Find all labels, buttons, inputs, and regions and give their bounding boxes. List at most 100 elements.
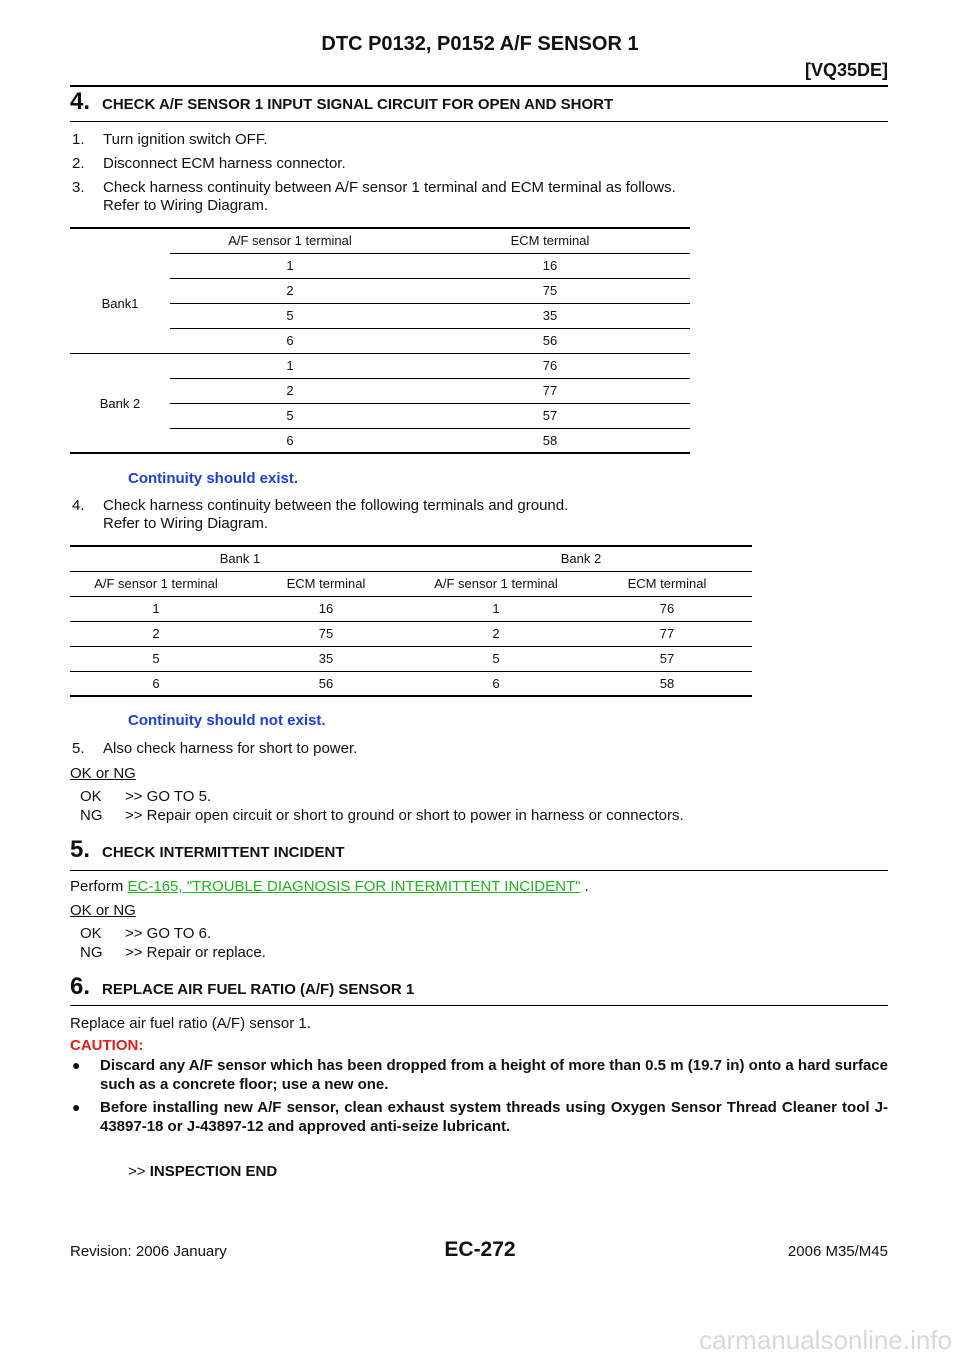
table-cell: Bank 2 <box>99 395 141 411</box>
table-cell: 35 <box>318 651 334 666</box>
footer-revision: Revision: 2006 January <box>70 1243 227 1260</box>
bullet-dot: ● <box>72 1057 81 1073</box>
table-cell: ECM terminal <box>510 233 590 248</box>
table-cell: 1 <box>492 601 500 616</box>
result-note: Continuity should exist. <box>128 470 299 487</box>
end-marker: >> INSPECTION END <box>128 1163 277 1180</box>
table-cell: A/F sensor 1 terminal <box>434 576 558 591</box>
outcome-code: NG <box>80 807 103 824</box>
table-cell: 35 <box>542 308 558 323</box>
table-cell: 6 <box>286 433 294 448</box>
step-number: 4. <box>70 88 91 115</box>
item-text: Also check harness for short to power. <box>103 740 358 757</box>
table-rule <box>170 303 690 304</box>
table-cell: 57 <box>542 408 558 423</box>
table-cell: 56 <box>542 333 558 348</box>
instruction: Replace air fuel ratio (A/F) sensor 1. <box>70 1015 311 1032</box>
table-cell: 1 <box>152 601 160 616</box>
outcome-action: >> GO TO 6. <box>125 925 212 942</box>
table-rule <box>70 671 752 672</box>
item-number: 1. <box>72 131 85 148</box>
step-rule <box>70 1005 888 1006</box>
table-cell: 77 <box>542 383 558 398</box>
item-number: 4. <box>72 497 85 514</box>
step-number: 6. <box>70 973 91 1000</box>
table-rule <box>70 545 752 547</box>
table-cell: 75 <box>318 626 334 641</box>
instruction: Perform EC-165, "TROUBLE DIAGNOSIS FOR I… <box>70 878 589 895</box>
instruction-text: . <box>584 878 589 895</box>
step-heading: REPLACE AIR FUEL RATIO (A/F) SENSOR 1 <box>102 981 415 998</box>
table-cell: 57 <box>659 651 675 666</box>
end-text: INSPECTION END <box>149 1163 278 1180</box>
footer-model: 2006 M35/M45 <box>787 1243 888 1260</box>
outcome-action: >> Repair or replace. <box>125 944 266 961</box>
table-rule <box>170 378 690 379</box>
table-cell: 76 <box>659 601 675 616</box>
table-cell: 1 <box>286 258 294 273</box>
table-cell: 6 <box>286 333 294 348</box>
bullet-dot: ● <box>72 1099 81 1115</box>
table-rule <box>70 571 752 572</box>
item-number: 5. <box>72 740 85 757</box>
table-cell: ECM terminal <box>286 576 366 591</box>
outcome-code: OK <box>80 925 102 942</box>
outcome-code: NG <box>80 944 103 961</box>
instruction-text: Perform <box>70 878 124 895</box>
table-cell: 2 <box>286 383 294 398</box>
table-cell: A/F sensor 1 terminal <box>94 576 218 591</box>
table-cell: 6 <box>492 676 500 691</box>
item-text: Turn ignition switch OFF. <box>103 131 268 148</box>
table-rule <box>170 403 690 404</box>
table-rule <box>70 646 752 647</box>
step-heading: CHECK INTERMITTENT INCIDENT <box>102 844 345 861</box>
table-cell: 77 <box>659 626 675 641</box>
step-rule <box>70 121 888 122</box>
table-rule <box>170 428 690 429</box>
header-rule <box>70 85 888 87</box>
page-title: DTC P0132, P0152 A/F SENSOR 1 <box>321 33 639 55</box>
ok-ng-label: OK or NG <box>70 902 136 919</box>
table-cell: 58 <box>542 433 558 448</box>
table-rule <box>170 278 690 279</box>
footer-page: EC-272 <box>444 1238 516 1261</box>
table-cell: Bank 2 <box>560 551 602 566</box>
table-rule <box>70 621 752 622</box>
end-prefix: >> <box>128 1163 146 1180</box>
item-text: Disconnect ECM harness connector. <box>103 155 346 172</box>
item-number: 2. <box>72 155 85 172</box>
table-cell: 58 <box>659 676 675 691</box>
caution-bullet: Before installing new A/F sensor, clean … <box>100 1099 888 1135</box>
reference-link[interactable]: EC-165, "TROUBLE DIAGNOSIS FOR INTERMITT… <box>127 878 581 895</box>
table-cell: 5 <box>152 651 160 666</box>
result-note: Continuity should not exist. <box>128 712 326 729</box>
table-cell: 56 <box>318 676 334 691</box>
step-rule <box>70 870 888 871</box>
table-cell: 5 <box>286 408 294 423</box>
table-rule <box>70 596 752 597</box>
table-cell: 5 <box>492 651 500 666</box>
table-rule <box>70 695 752 697</box>
table-cell: 1 <box>286 358 294 373</box>
outcome-code: OK <box>80 788 102 805</box>
table-cell: 2 <box>492 626 500 641</box>
item-text: Check harness continuity between the fol… <box>103 497 569 514</box>
table-cell: 5 <box>286 308 294 323</box>
table-rule <box>70 353 690 354</box>
table-rule <box>70 452 690 454</box>
table-cell: 76 <box>542 358 558 373</box>
table-cell: 6 <box>152 676 160 691</box>
table-rule <box>170 253 690 254</box>
engine-tag: [VQ35DE] <box>804 60 888 80</box>
table-cell: Bank 1 <box>219 551 261 566</box>
table-cell: Bank1 <box>101 295 139 311</box>
item-text: Check harness continuity between A/F sen… <box>103 179 676 196</box>
caution-bullet: Discard any A/F sensor which has been dr… <box>100 1057 888 1093</box>
item-text: Refer to Wiring Diagram. <box>103 197 269 214</box>
step-heading: CHECK A/F SENSOR 1 INPUT SIGNAL CIRCUIT … <box>102 96 614 113</box>
ok-ng-label: OK or NG <box>70 765 136 782</box>
table-cell: 2 <box>152 626 160 641</box>
outcome-action: >> Repair open circuit or short to groun… <box>125 807 684 824</box>
table-cell: 2 <box>286 283 294 298</box>
